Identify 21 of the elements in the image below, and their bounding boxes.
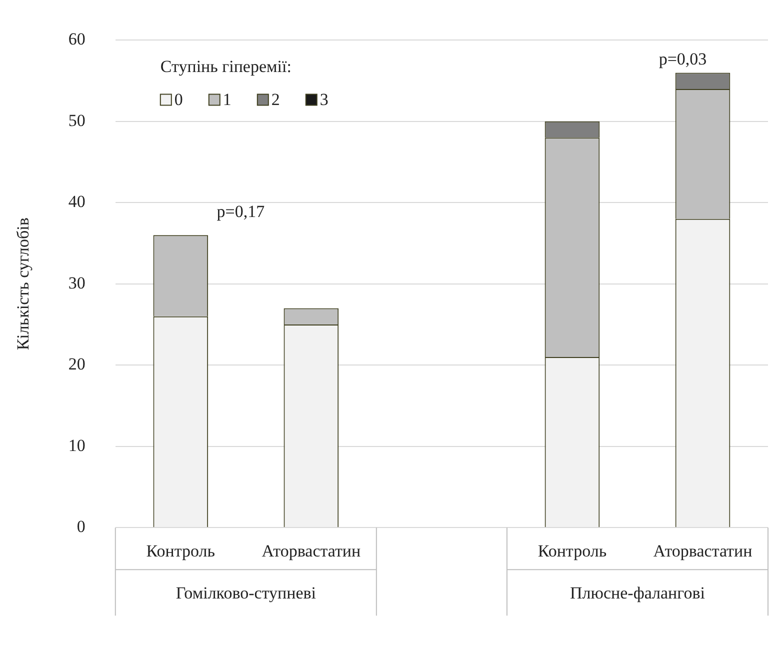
x-tick-label: Контроль bbox=[146, 541, 216, 560]
text: Гомілково-ступневі bbox=[176, 584, 316, 603]
y-axis-title: Кількість суглобів bbox=[14, 218, 33, 350]
y-tick-label: 60 bbox=[68, 30, 86, 49]
y-tick-label: 30 bbox=[68, 273, 86, 292]
x-tick-label: Контроль bbox=[538, 541, 607, 560]
legend-label: 3 bbox=[320, 90, 328, 110]
legend-label: 1 bbox=[222, 90, 232, 110]
y-tick-label: 10 bbox=[68, 436, 86, 455]
text: Плюсне-фалангові bbox=[570, 584, 706, 603]
legend-label: 2 bbox=[271, 90, 280, 110]
y-tick-label: 0 bbox=[76, 517, 86, 536]
annotation: p=0,03 bbox=[658, 50, 707, 69]
x-tick-label: Аторвастатин bbox=[262, 541, 361, 560]
x-tick-label: Аторвастатин bbox=[653, 541, 752, 560]
y-tick-label: 20 bbox=[68, 354, 86, 374]
y-tick-label: 40 bbox=[68, 192, 86, 212]
legend-title: Ступінь гіперемії: bbox=[160, 57, 292, 76]
annotation: p=0,17 bbox=[216, 202, 266, 222]
y-tick-label: 50 bbox=[68, 110, 86, 130]
legend-label: 0 bbox=[174, 90, 183, 110]
